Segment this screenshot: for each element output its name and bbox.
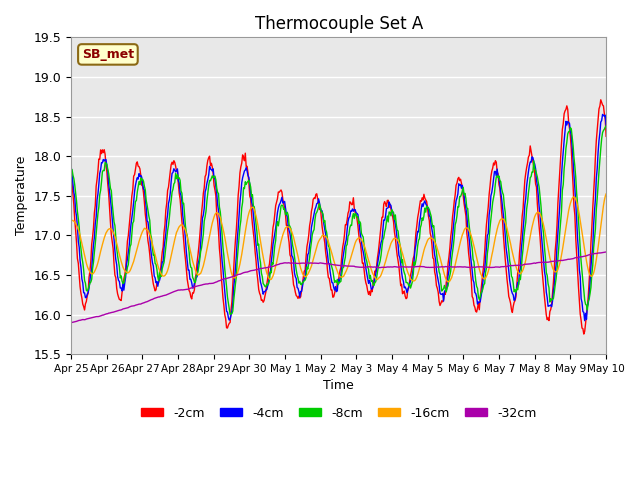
-4cm <box>598 111 606 117</box>
-2cm <box>597 97 605 103</box>
-16cm <box>602 191 610 197</box>
-8cm <box>205 183 212 189</box>
-32cm <box>383 264 391 270</box>
-2cm <box>580 331 588 337</box>
Line: -16cm: -16cm <box>71 194 606 282</box>
Title: Thermocouple Set A: Thermocouple Set A <box>255 15 423 33</box>
-8cm <box>383 213 391 219</box>
-8cm <box>162 244 170 250</box>
-32cm <box>310 260 318 266</box>
-16cm <box>424 236 432 242</box>
Legend: -2cm, -4cm, -8cm, -16cm, -32cm: -2cm, -4cm, -8cm, -16cm, -32cm <box>136 402 541 424</box>
-4cm <box>162 231 170 237</box>
-32cm <box>68 320 76 325</box>
-8cm <box>227 312 234 317</box>
-2cm <box>162 207 170 213</box>
-8cm <box>426 207 433 213</box>
-4cm <box>581 318 589 324</box>
-2cm <box>470 302 478 308</box>
-2cm <box>383 204 390 209</box>
-32cm <box>67 319 75 325</box>
-2cm <box>602 133 610 139</box>
-32cm <box>163 292 170 298</box>
-16cm <box>162 272 170 277</box>
-16cm <box>67 217 75 223</box>
-16cm <box>383 255 390 261</box>
-2cm <box>309 196 317 202</box>
-2cm <box>424 213 432 219</box>
-32cm <box>471 264 479 270</box>
-4cm <box>67 163 75 169</box>
-4cm <box>205 172 212 178</box>
Line: -2cm: -2cm <box>71 100 606 334</box>
-16cm <box>309 257 317 263</box>
-8cm <box>67 167 75 172</box>
Line: -4cm: -4cm <box>71 114 606 321</box>
-4cm <box>470 279 478 285</box>
Y-axis label: Temperature: Temperature <box>15 156 28 235</box>
-32cm <box>205 281 213 287</box>
-16cm <box>205 238 212 243</box>
Line: -32cm: -32cm <box>71 252 606 323</box>
-4cm <box>309 216 317 221</box>
-4cm <box>424 205 432 211</box>
-2cm <box>67 166 75 172</box>
-8cm <box>310 227 318 232</box>
-16cm <box>444 279 452 285</box>
-4cm <box>602 123 610 129</box>
X-axis label: Time: Time <box>323 379 354 392</box>
-2cm <box>205 155 212 161</box>
-8cm <box>471 269 479 275</box>
-8cm <box>602 123 610 129</box>
Line: -8cm: -8cm <box>71 126 606 314</box>
-4cm <box>383 206 390 212</box>
-16cm <box>471 247 479 253</box>
-32cm <box>602 249 610 255</box>
Text: SB_met: SB_met <box>82 48 134 61</box>
-32cm <box>426 264 433 270</box>
